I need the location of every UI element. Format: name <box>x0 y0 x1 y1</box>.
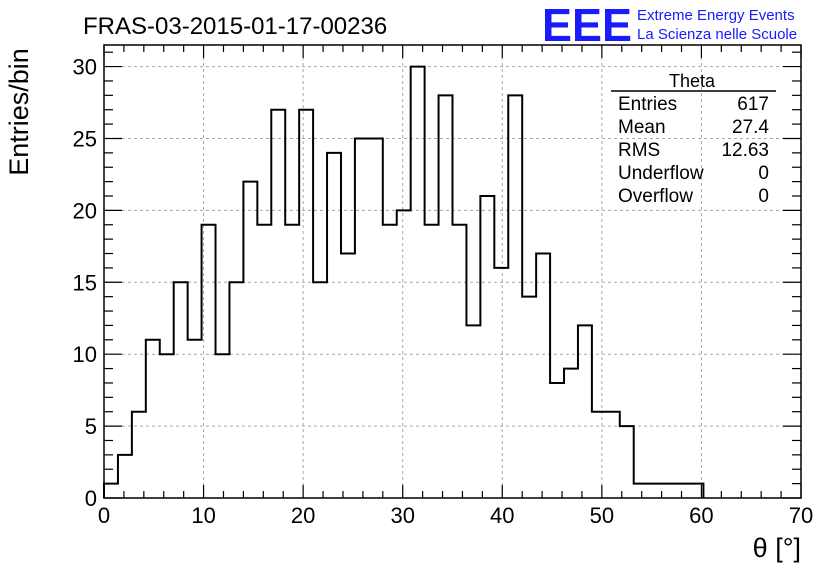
eee-logo-line1: Extreme Energy Events <box>637 7 795 24</box>
y-tick-label: 10 <box>73 342 97 367</box>
x-tick-label: 0 <box>98 503 110 528</box>
y-tick-label: 0 <box>85 486 97 511</box>
stats-label-overflow: Overflow <box>618 186 693 207</box>
y-tick-label: 15 <box>73 270 97 295</box>
x-tick-label: 10 <box>191 503 215 528</box>
histogram-series <box>103 65 705 498</box>
eee-logo-mark: EEE <box>542 0 632 51</box>
x-tick-label: 20 <box>291 503 315 528</box>
stats-value-overflow: 0 <box>758 186 769 207</box>
x-tick-label: 60 <box>689 503 713 528</box>
stats-label-rms: RMS <box>618 140 660 161</box>
x-tick-label: 70 <box>789 503 813 528</box>
plot-frame <box>103 44 802 499</box>
stats-label-mean: Mean <box>618 117 666 138</box>
stats-title: Theta <box>669 71 716 91</box>
stats-label-underflow: Underflow <box>618 163 704 184</box>
stats-value-underflow: 0 <box>758 163 769 184</box>
chart-title: FRAS-03-2015-01-17-00236 <box>83 13 387 40</box>
y-axis-label: Entries/bin <box>4 48 34 176</box>
x-tick-label: 30 <box>390 503 414 528</box>
stats-value-entries: 617 <box>737 94 769 115</box>
x-tick-label: 50 <box>590 503 614 528</box>
stats-box: Theta Entries 617 Mean 27.4 RMS 12.63 Un… <box>611 71 776 207</box>
eee-logo: EEE Extreme Energy Events La Scienza nel… <box>542 0 797 51</box>
x-axis-label: θ [°] <box>753 533 801 563</box>
y-tick-label: 20 <box>73 198 97 223</box>
y-tick-label: 5 <box>85 414 97 439</box>
stats-value-mean: 27.4 <box>732 117 769 138</box>
x-axis-ticks: 0 10 20 30 40 50 60 70 <box>98 45 813 528</box>
y-tick-label: 30 <box>73 55 97 80</box>
y-axis-ticks: 0 5 10 15 20 25 30 <box>73 51 801 511</box>
y-tick-label: 25 <box>73 126 97 151</box>
x-tick-label: 40 <box>490 503 514 528</box>
eee-logo-line2: La Scienza nelle Scuole <box>637 26 797 43</box>
stats-label-entries: Entries <box>618 94 677 115</box>
stats-value-rms: 12.63 <box>721 140 769 161</box>
